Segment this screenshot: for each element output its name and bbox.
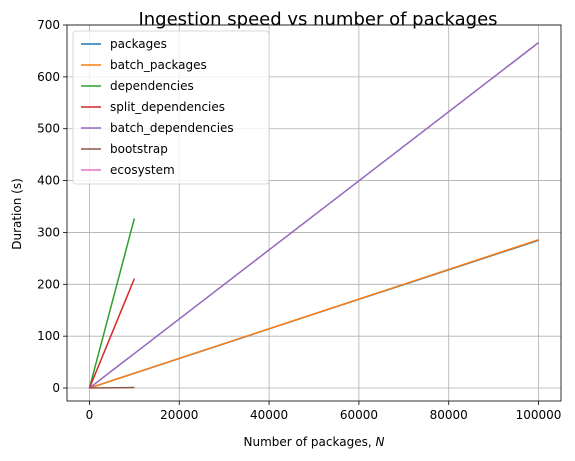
x-axis: 0 20000 40000 60000 80000 100000 bbox=[86, 401, 562, 422]
y-axis-label: Duration (s) bbox=[10, 178, 24, 250]
legend-label: packages bbox=[110, 37, 167, 51]
legend-label: split_dependencies bbox=[110, 100, 225, 114]
x-tick-label: 100000 bbox=[516, 408, 562, 422]
y-tick-label: 300 bbox=[37, 225, 60, 239]
legend-label: batch_dependencies bbox=[110, 121, 234, 135]
y-tick-label: 0 bbox=[52, 381, 60, 395]
series-layer bbox=[88, 42, 540, 389]
x-tick-label: 80000 bbox=[430, 408, 468, 422]
x-tick-label: 60000 bbox=[340, 408, 378, 422]
y-axis: 0 100 200 300 400 500 600 700 bbox=[37, 18, 67, 395]
legend-label: batch_packages bbox=[110, 58, 207, 72]
y-tick-label: 700 bbox=[37, 18, 60, 32]
series-line-batch_dependencies bbox=[88, 42, 540, 389]
y-tick-label: 100 bbox=[37, 329, 60, 343]
legend-label: dependencies bbox=[110, 79, 194, 93]
x-axis-label: Number of packages, N bbox=[244, 435, 385, 449]
y-tick-label: 200 bbox=[37, 277, 60, 291]
x-tick-label: 20000 bbox=[160, 408, 198, 422]
legend-box bbox=[72, 30, 270, 185]
y-tick-label: 500 bbox=[37, 122, 60, 136]
y-tick-label: 600 bbox=[37, 70, 60, 84]
chart-title: Ingestion speed vs number of packages bbox=[138, 9, 497, 30]
legend-label: ecosystem bbox=[110, 163, 175, 177]
x-axis-label-variable: N bbox=[375, 435, 384, 449]
series-line-dependencies bbox=[88, 218, 136, 389]
x-axis-label-text: Number of packages, bbox=[244, 435, 376, 449]
legend-label: bootstrap bbox=[110, 142, 168, 156]
series-line-split_dependencies bbox=[88, 278, 136, 389]
series-line-batch_packages bbox=[89, 238, 539, 389]
y-tick-label: 400 bbox=[37, 174, 60, 188]
plot-frame bbox=[66, 24, 562, 402]
x-tick-label: 0 bbox=[86, 408, 94, 422]
series-line-bootstrap bbox=[89, 386, 135, 389]
legend: packages batch_packages dependencies split_… bbox=[72, 30, 270, 185]
x-tick-label: 40000 bbox=[250, 408, 288, 422]
